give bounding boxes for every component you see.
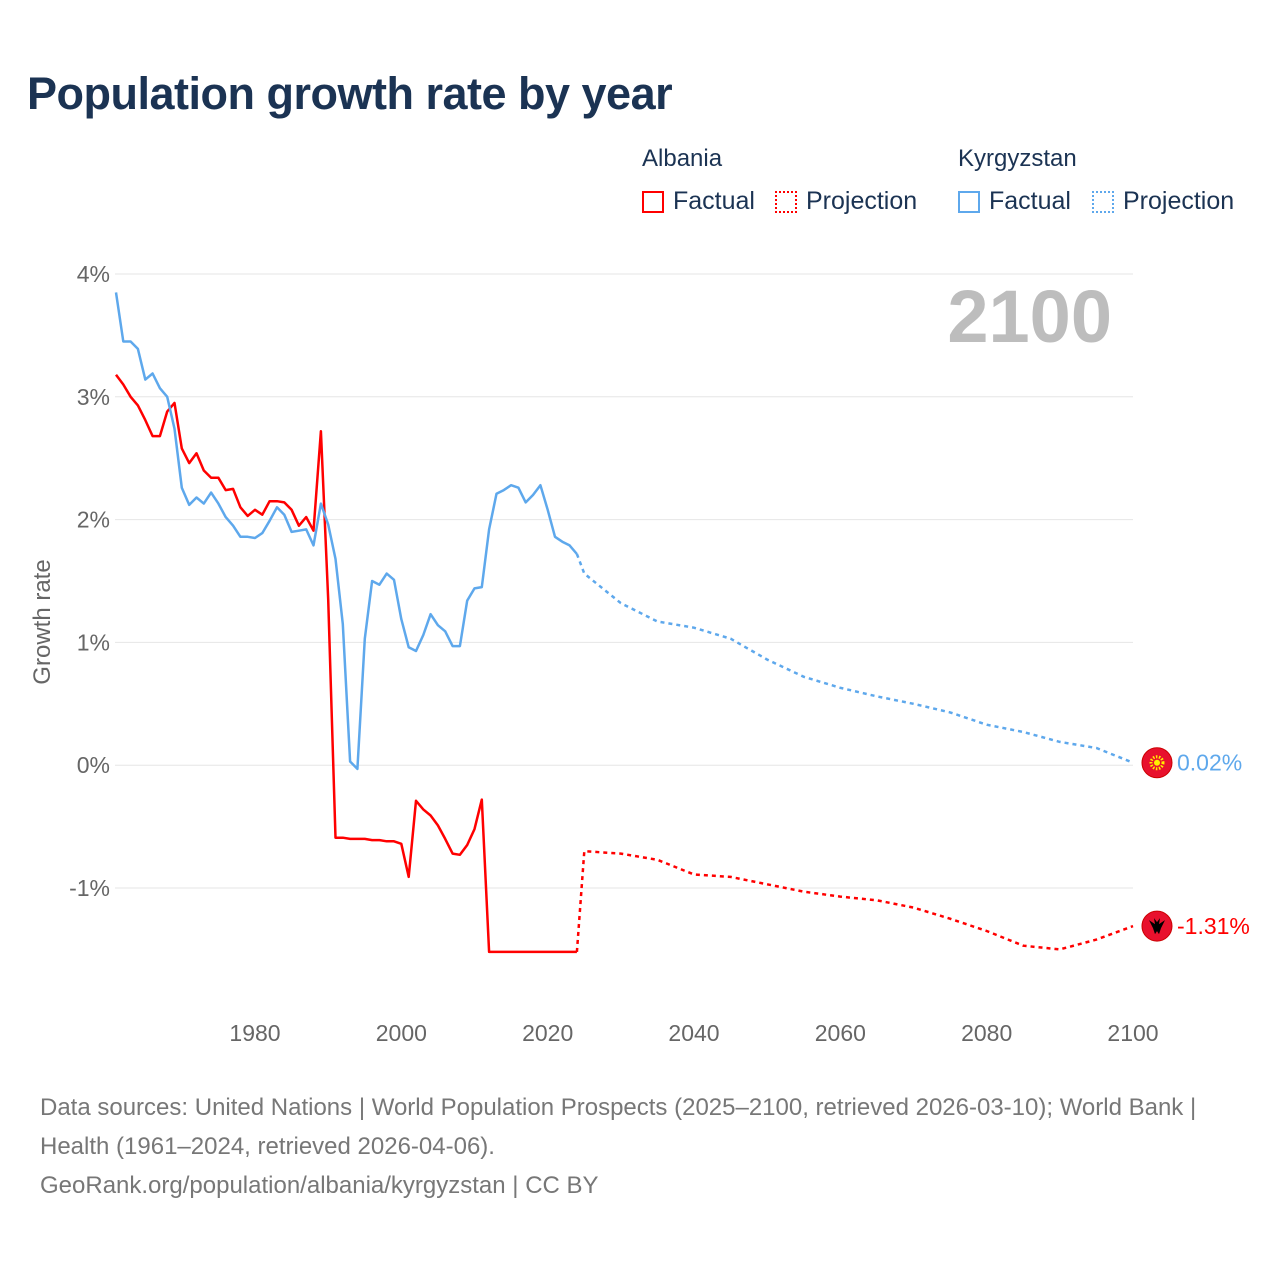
data-sources: Data sources: United Nations | World Pop… bbox=[40, 1088, 1240, 1205]
legend-label: Factual bbox=[989, 187, 1071, 215]
y-tick-label: -1% bbox=[69, 875, 110, 901]
legend-label: Projection bbox=[806, 187, 918, 215]
x-tick-label: 2000 bbox=[376, 1020, 427, 1046]
y-axis-label: Growth rate bbox=[29, 559, 56, 684]
legend-swatch-dotted bbox=[1092, 190, 1114, 213]
kyrgyzstan-end-label: 0.02% bbox=[1177, 750, 1242, 776]
chart-title: Population growth rate by year bbox=[27, 68, 673, 119]
sun-icon bbox=[1149, 755, 1165, 771]
albania-projection-line bbox=[575, 849, 1134, 952]
legend-group-kyrgyzstan: Kyrgyzstan bbox=[958, 145, 1077, 172]
legend-kyrgyzstan-factual[interactable]: Factual bbox=[958, 187, 1071, 216]
sources-text: Data sources: United Nations | World Pop… bbox=[40, 1094, 1197, 1160]
sun-center bbox=[1154, 759, 1160, 766]
kyrgyzstan-projection-line bbox=[575, 553, 1134, 764]
legend-swatch-solid bbox=[958, 190, 980, 213]
y-tick-label: 2% bbox=[77, 507, 110, 533]
albania-flag-icon bbox=[1141, 910, 1173, 942]
attribution-link[interactable]: GeoRank.org/population/albania/kyrgyzsta… bbox=[40, 1172, 599, 1199]
kyrgyzstan-flag-icon bbox=[1141, 747, 1173, 779]
legend-kyrgyzstan-projection[interactable]: Projection bbox=[1092, 187, 1234, 216]
legend-swatch-dotted bbox=[775, 190, 797, 213]
legend-albania-projection[interactable]: Projection bbox=[775, 187, 917, 216]
x-tick-label: 2080 bbox=[961, 1020, 1012, 1046]
x-tick-label: 2040 bbox=[668, 1020, 719, 1046]
x-tick-label: 2020 bbox=[522, 1020, 573, 1046]
y-tick-label: 4% bbox=[77, 261, 110, 287]
kyrgyzstan-factual-line bbox=[114, 292, 578, 771]
eagle-icon bbox=[1149, 918, 1165, 935]
legend-group-albania: Albania bbox=[642, 145, 723, 172]
legend-label: Factual bbox=[673, 187, 755, 215]
legend-label: Projection bbox=[1123, 187, 1235, 215]
y-tick-label: 0% bbox=[77, 752, 110, 778]
year-watermark: 2100 bbox=[947, 275, 1112, 358]
y-tick-label: 3% bbox=[77, 384, 110, 410]
x-tick-label: 2060 bbox=[815, 1020, 866, 1046]
x-tick-label: 1980 bbox=[229, 1020, 280, 1046]
legend-albania-factual[interactable]: Factual bbox=[642, 187, 755, 216]
x-tick-label: 2100 bbox=[1107, 1020, 1158, 1046]
albania-end-label: -1.31% bbox=[1177, 913, 1250, 939]
legend-swatch-solid bbox=[642, 190, 664, 213]
y-tick-label: 1% bbox=[77, 629, 110, 655]
albania-factual-line bbox=[114, 373, 577, 954]
